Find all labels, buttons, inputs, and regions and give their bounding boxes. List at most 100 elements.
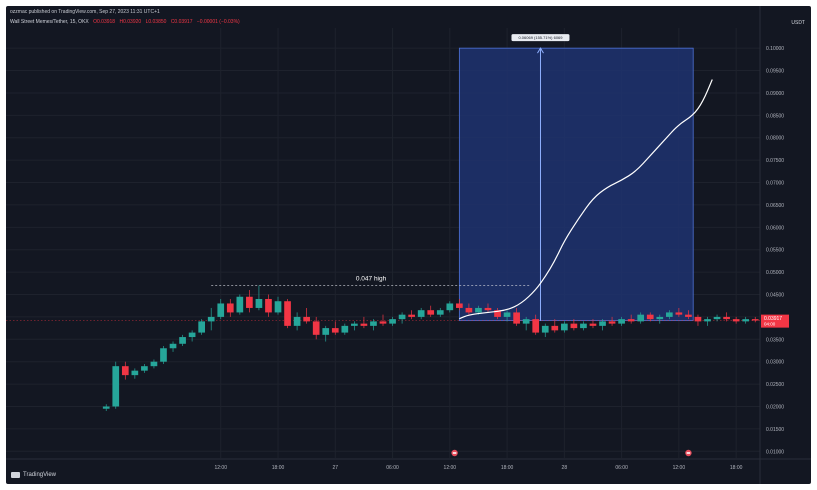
candle-body: [494, 310, 501, 317]
candle-body: [685, 314, 692, 317]
symbol-name[interactable]: Wall Street Memes/Tether, 15, OKX: [10, 19, 89, 25]
candle-body: [389, 319, 396, 324]
candle-body: [112, 366, 120, 407]
candle-body: [360, 323, 368, 326]
y-tick-label: 0.07000: [766, 181, 784, 187]
candle-body: [255, 298, 263, 308]
candle-body: [599, 321, 606, 326]
candle-body: [322, 328, 330, 335]
candle-body: [704, 319, 711, 322]
y-tick-label: 0.07500: [766, 158, 784, 164]
projection-path: [459, 79, 713, 320]
candle-body: [618, 319, 625, 324]
candle-body: [503, 312, 511, 317]
candle-body: [436, 310, 444, 315]
candle-body: [532, 319, 540, 333]
candle-body: [131, 370, 139, 376]
x-tick-label: 18:00: [272, 465, 285, 471]
candle-body: [427, 310, 435, 315]
tradingview-logo-icon: [11, 472, 20, 478]
x-tick-label: 06:00: [615, 465, 628, 471]
x-tick-label: 18:00: [730, 465, 743, 471]
candle-body: [274, 301, 282, 313]
candle-body: [723, 316, 730, 320]
y-tick-label: 0.08500: [766, 113, 784, 119]
y-tick-label: 0.01000: [766, 449, 784, 455]
y-tick-label: 0.06000: [766, 225, 784, 231]
projection-arrow-head: [537, 47, 544, 54]
candle-body: [102, 406, 110, 409]
candle-body: [121, 366, 129, 376]
event-marker-glyph: [686, 452, 691, 454]
candle-body: [580, 323, 587, 329]
y-tick-label: 0.09000: [766, 91, 784, 97]
projection-label: 0.06069 (155.71%) 6069: [518, 35, 563, 40]
candle-body: [303, 316, 310, 322]
y-tick-label: 0.05000: [766, 270, 784, 276]
candle-body: [665, 312, 673, 317]
y-tick-label: 0.01500: [766, 427, 784, 433]
ohlc-low: L0.03850: [145, 19, 167, 25]
y-tick-label: 0.08000: [766, 136, 784, 142]
candle-body: [541, 325, 549, 333]
candle-body: [465, 307, 473, 313]
chart-frame: ozzmac published on TradingView.com, Sep…: [6, 6, 811, 484]
candle-body: [551, 325, 559, 331]
symbol-legend: Wall Street Memes/Tether, 15, OKX O0.039…: [10, 19, 243, 25]
candle-body: [475, 307, 482, 313]
high-level-label: 0.047 high: [356, 276, 387, 283]
candle-body: [589, 323, 597, 326]
y-tick-label: 0.03500: [766, 337, 784, 343]
price-tag: [761, 314, 789, 328]
tradingview-logo: TradingView: [11, 472, 56, 478]
candle-body: [293, 316, 301, 326]
ohlc-change: −0.00001 (−0.03%): [196, 19, 240, 25]
candle-body: [627, 319, 635, 322]
candle-body: [522, 319, 530, 324]
candle-body: [188, 332, 196, 338]
candle-body: [456, 303, 463, 308]
y-tick-label: 0.05500: [766, 248, 784, 254]
candle-body: [713, 316, 721, 320]
candle-body: [751, 319, 759, 321]
x-tick-label: 18:00: [501, 465, 514, 471]
event-marker-glyph: [452, 452, 457, 454]
candle-body: [236, 296, 244, 313]
candle-body: [570, 323, 578, 329]
price-chart[interactable]: 0.01000 0.01500 0.02000 0.02500 0.03000 0.035…: [6, 6, 811, 484]
x-tick-label: 12:00: [444, 465, 457, 471]
price-tag-value: 0.03917: [764, 316, 782, 322]
candle-body: [312, 321, 320, 335]
x-tick-label: 28: [562, 465, 568, 471]
candle-body: [198, 321, 205, 333]
candle-body: [179, 337, 186, 344]
price-tag-timer: 04:00: [764, 322, 776, 327]
candle-body: [379, 321, 387, 324]
candle-body: [150, 361, 158, 367]
candle-body: [398, 314, 406, 320]
candle-body: [513, 312, 520, 324]
candle-body: [284, 301, 291, 326]
currency-label: USDT: [791, 20, 805, 26]
candle-body: [217, 303, 225, 317]
tradingview-logo-text: TradingView: [23, 472, 57, 478]
candle-body: [408, 314, 415, 317]
y-tick-label: 0.02500: [766, 382, 784, 388]
y-tick-label: 0.04500: [766, 293, 784, 299]
candle-body: [331, 328, 339, 333]
candle-body: [141, 366, 148, 371]
ohlc-close: C0.03917: [170, 19, 193, 25]
candle-body: [732, 319, 740, 322]
candle-body: [561, 323, 568, 331]
candle-body: [656, 316, 664, 320]
candle-body: [351, 323, 358, 326]
candle-body: [484, 307, 492, 311]
candle-body: [446, 303, 454, 311]
candle-body: [169, 343, 177, 349]
y-tick-label: 0.09500: [766, 69, 784, 75]
y-tick-label: 0.10000: [766, 46, 784, 52]
y-tick-label: 0.02000: [766, 404, 784, 410]
candle-body: [207, 316, 215, 322]
candle-body: [370, 321, 377, 326]
ohlc-open: O0.03918: [93, 19, 116, 25]
